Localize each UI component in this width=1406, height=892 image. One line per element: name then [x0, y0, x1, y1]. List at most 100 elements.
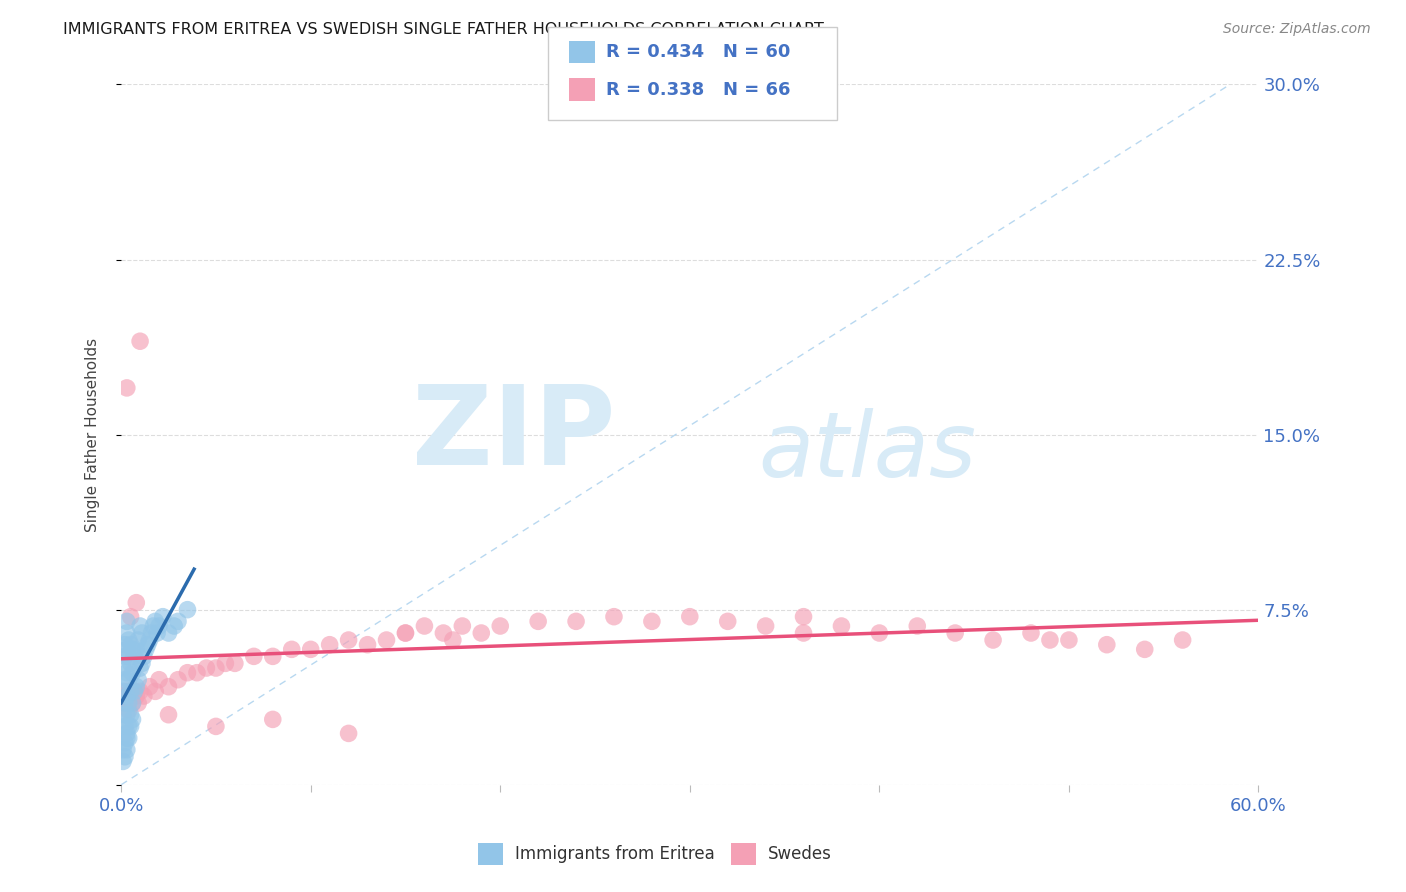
Point: [1171, 633, 1194, 648]
Point: [1133, 642, 1156, 657]
Point: [1095, 638, 1118, 652]
Point: [120, 719, 142, 733]
Text: Source: ZipAtlas.com: Source: ZipAtlas.com: [1223, 22, 1371, 37]
Point: [195, 661, 218, 675]
Point: [470, 626, 492, 640]
Point: [679, 609, 702, 624]
Point: [115, 381, 138, 395]
Point: [127, 633, 149, 648]
Point: [114, 649, 136, 664]
Point: [131, 626, 153, 640]
Point: [905, 619, 928, 633]
Point: [148, 673, 170, 687]
Point: [186, 665, 208, 680]
Point: [157, 680, 180, 694]
Text: Immigrants from Eritrea: Immigrants from Eritrea: [515, 845, 714, 863]
Point: [112, 755, 135, 769]
Point: [118, 633, 141, 648]
Point: [120, 609, 142, 624]
Point: [125, 642, 148, 657]
Point: [124, 649, 146, 664]
Point: [121, 712, 143, 726]
Point: [112, 707, 135, 722]
Point: [205, 719, 228, 733]
Point: [141, 626, 163, 640]
Point: [138, 633, 160, 648]
Point: [115, 615, 138, 629]
Point: [127, 673, 149, 687]
Point: [124, 684, 146, 698]
Point: [1019, 626, 1042, 640]
Point: [565, 615, 588, 629]
Point: [115, 642, 138, 657]
Point: [337, 726, 360, 740]
Point: [243, 649, 266, 664]
Point: [717, 615, 740, 629]
Point: [115, 689, 138, 703]
Point: [129, 619, 152, 633]
Point: [132, 649, 155, 664]
Point: [114, 749, 136, 764]
Point: [131, 657, 153, 671]
Point: [121, 665, 143, 680]
Point: [943, 626, 966, 640]
Point: [163, 619, 186, 633]
Point: [152, 609, 174, 624]
Point: [299, 642, 322, 657]
Point: [118, 731, 141, 745]
Point: [112, 743, 135, 757]
Point: [120, 638, 142, 652]
Text: IMMIGRANTS FROM ERITREA VS SWEDISH SINGLE FATHER HOUSEHOLDS CORRELATION CHART: IMMIGRANTS FROM ERITREA VS SWEDISH SINGL…: [63, 22, 824, 37]
Point: [394, 626, 416, 640]
Point: [641, 615, 664, 629]
Y-axis label: Single Father Households: Single Father Households: [86, 337, 100, 532]
Point: [489, 619, 512, 633]
Point: [115, 626, 138, 640]
Text: ZIP: ZIP: [412, 381, 616, 488]
Point: [394, 626, 416, 640]
Point: [136, 638, 159, 652]
Point: [337, 633, 360, 648]
Point: [125, 680, 148, 694]
Point: [127, 696, 149, 710]
Point: [121, 696, 143, 710]
Point: [112, 684, 135, 698]
Point: [114, 696, 136, 710]
Point: [793, 609, 815, 624]
Point: [118, 719, 141, 733]
Text: R = 0.434   N = 60: R = 0.434 N = 60: [606, 44, 790, 62]
Point: [375, 633, 398, 648]
Point: [114, 638, 136, 652]
Point: [120, 684, 142, 698]
Point: [115, 665, 138, 680]
Point: [114, 673, 136, 687]
Point: [115, 731, 138, 745]
Point: [1057, 633, 1080, 648]
Point: [125, 689, 148, 703]
Point: [176, 602, 198, 616]
Point: [112, 689, 135, 703]
Point: [118, 703, 141, 717]
Point: [214, 657, 236, 671]
Point: [981, 633, 1004, 648]
Point: [138, 680, 160, 694]
Point: [118, 673, 141, 687]
Text: R = 0.338   N = 66: R = 0.338 N = 66: [606, 80, 790, 98]
Point: [120, 689, 142, 703]
Point: [148, 619, 170, 633]
Point: [167, 615, 190, 629]
Point: [146, 626, 169, 640]
Point: [118, 696, 141, 710]
Point: [755, 619, 778, 633]
Point: [603, 609, 626, 624]
Point: [356, 638, 378, 652]
Point: [121, 696, 143, 710]
Point: [143, 684, 166, 698]
Point: [157, 626, 180, 640]
Point: [129, 661, 152, 675]
Point: [132, 689, 155, 703]
Point: [280, 642, 302, 657]
Point: [114, 696, 136, 710]
Text: Swedes: Swedes: [768, 845, 831, 863]
Point: [451, 619, 474, 633]
